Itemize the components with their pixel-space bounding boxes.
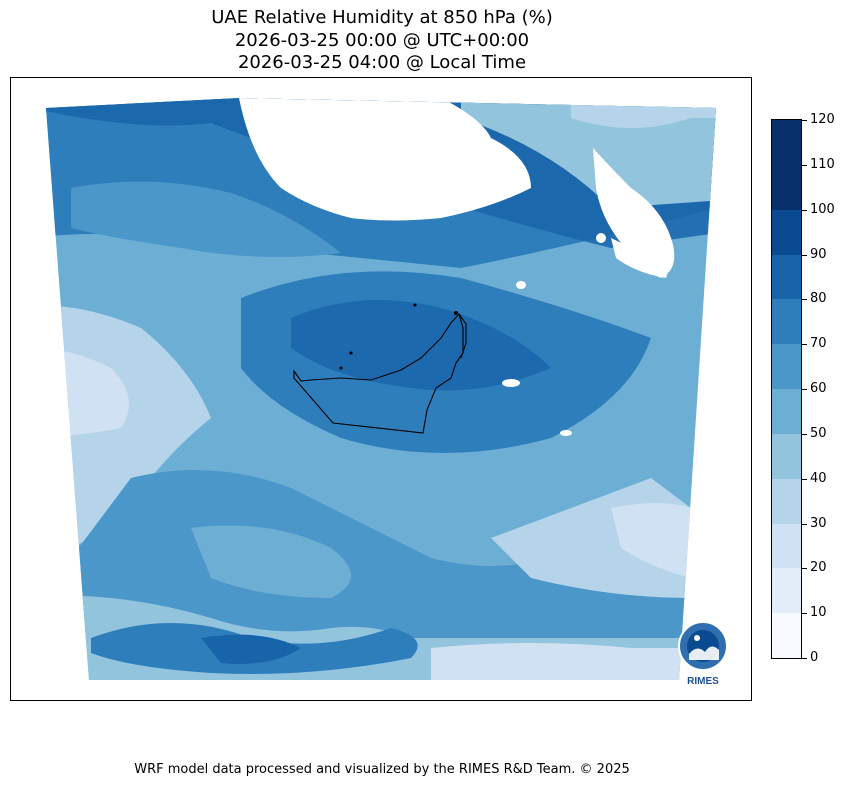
colorbar-tick [802,389,807,390]
colorbar-tick [802,344,807,346]
colorbar-tick-label: 10 [810,605,827,621]
map-frame [10,77,752,701]
colorbar-tick-label: 120 [810,112,835,127]
colorbar-tick [802,164,807,166]
credits-footer: WRF model data processed and visualized … [134,762,630,777]
colorbar-tick-label: 50 [810,425,827,441]
colorbar-tick [802,433,807,435]
colorbar-tick [802,120,807,121]
colorbar-segment [772,523,801,569]
humidity-field [46,98,716,680]
humidity-map [46,98,716,680]
colorbar-tick-label: 110 [810,156,835,172]
colorbar-tick [802,613,807,615]
colorbar-segment [772,567,801,614]
colorbar-tick-label: 100 [810,201,835,217]
local-time-subtitle: 2026-03-25 04:00 @ Local Time [237,52,527,73]
colorbar-tick-label: 60 [810,381,827,396]
colorbar-segment [772,164,801,210]
colorbar-segment [772,119,801,165]
colorbar-tick [802,209,807,211]
colorbar-segment [772,478,801,524]
colorbar-segment [772,343,801,389]
colorbar-segment [772,298,801,345]
colorbar-tick-label: 90 [810,246,827,262]
colorbar-tick-label: 40 [810,470,827,486]
colorbar-segment [772,388,801,434]
colorbar [771,119,802,659]
colorbar-tick-label: 30 [810,515,827,531]
uae-border [293,303,467,434]
colorbar-tick-label: 70 [810,336,827,352]
colorbar-tick [802,523,807,525]
colorbar-tick-label: 20 [810,560,827,576]
colorbar-segment [772,209,801,255]
utc-time-subtitle: 2026-03-25 00:00 @ UTC+00:00 [234,30,530,51]
colorbar-tick [802,478,807,480]
colorbar-segment [772,254,801,300]
colorbar-tick [802,254,807,256]
colorbar-tick-label: 80 [810,291,827,307]
logo-text: RIMES [687,676,719,687]
colorbar-tick-label: 0 [810,650,819,665]
colorbar-segment [772,433,801,479]
colorbar-tick [802,658,807,659]
rimes-logo: RIMES [675,620,731,688]
map-title: UAE Relative Humidity at 850 hPa (%) [211,7,553,28]
colorbar-tick [802,568,807,570]
colorbar-tick [802,299,807,301]
colorbar-segment [772,612,801,658]
